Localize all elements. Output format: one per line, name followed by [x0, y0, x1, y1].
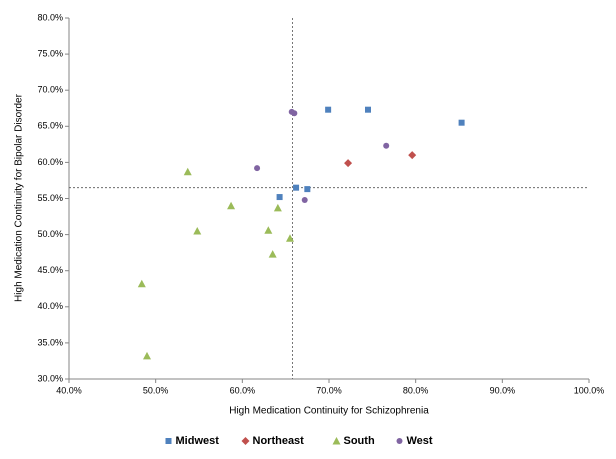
y-tick-label: 55.0% — [37, 193, 63, 203]
y-tick-label: 60.0% — [37, 157, 63, 167]
y-tick-label: 30.0% — [37, 373, 63, 383]
y-tick-label: 70.0% — [37, 85, 63, 95]
y-tick-label: 65.0% — [37, 121, 63, 131]
legend-marker — [396, 438, 403, 444]
y-axis-title: High Medication Continuity for Bipolar D… — [14, 93, 25, 302]
data-point — [383, 142, 390, 149]
x-tick-label: 50.0% — [143, 385, 169, 395]
data-point — [276, 194, 283, 201]
y-tick-label: 40.0% — [37, 301, 63, 311]
data-point — [286, 234, 294, 242]
legend-marker — [332, 437, 341, 445]
data-point — [264, 226, 273, 234]
x-tick-label: 60.0% — [230, 385, 256, 395]
y-tick-label: 75.0% — [37, 48, 63, 58]
x-tick-label: 70.0% — [316, 385, 342, 395]
data-point — [137, 279, 146, 288]
legend-text: South — [344, 435, 375, 447]
legend-text: Northeast — [253, 435, 305, 447]
legend-text: Midwest — [176, 435, 220, 447]
data-point — [301, 196, 308, 203]
y-tick-label: 45.0% — [37, 265, 63, 275]
legend-marker — [165, 438, 172, 444]
y-tick-label: 80.0% — [37, 12, 63, 22]
legend-text: West — [407, 435, 433, 447]
data-point — [227, 201, 236, 210]
data-point — [254, 165, 261, 172]
data-point — [408, 151, 417, 160]
data-point — [365, 106, 371, 113]
data-point — [344, 159, 353, 168]
x-tick-label: 80.0% — [403, 385, 429, 395]
x-axis-title: High Medication Continuity for Schizophr… — [229, 406, 429, 417]
y-tick-label: 35.0% — [37, 337, 63, 347]
data-point — [193, 226, 202, 235]
data-point — [273, 203, 282, 212]
x-tick-label: 40.0% — [56, 385, 82, 395]
data-point — [268, 250, 277, 258]
x-tick-label: 90.0% — [490, 385, 516, 395]
data-point — [293, 184, 300, 191]
data-point — [304, 186, 311, 193]
legend-marker — [241, 437, 250, 445]
data-point — [325, 106, 332, 113]
data-point — [291, 110, 298, 117]
data-point — [183, 167, 192, 176]
data-point — [143, 351, 151, 360]
data-point — [458, 119, 465, 126]
x-tick-label: 100.0% — [574, 385, 605, 395]
y-tick-label: 50.0% — [37, 229, 63, 239]
